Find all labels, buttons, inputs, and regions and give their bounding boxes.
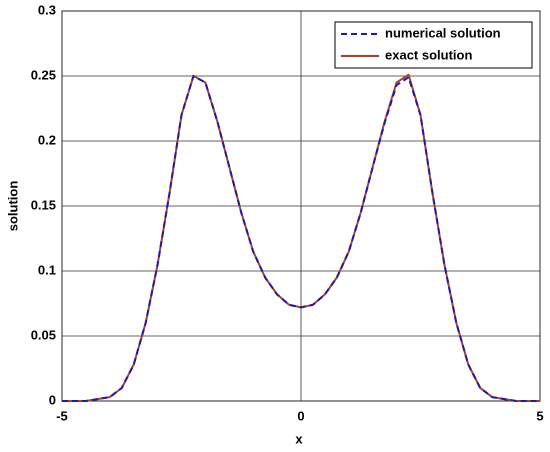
y-tick-label: 0.3 (38, 2, 56, 17)
x-axis-label: x (295, 431, 303, 446)
y-tick-label: 0.1 (38, 262, 56, 277)
y-tick-label: 0.15 (31, 197, 56, 212)
y-tick-label: 0 (49, 392, 56, 407)
series-line (62, 75, 540, 402)
x-tick-label: -5 (56, 408, 68, 423)
legend-box (334, 21, 533, 69)
y-tick-label: 0.2 (38, 132, 56, 147)
y-tick-label: 0.25 (31, 67, 56, 82)
legend-label: exact solution (385, 47, 472, 62)
x-tick-label: 5 (536, 408, 543, 423)
x-tick-label: 0 (297, 408, 304, 423)
legend-label: numerical solution (385, 25, 501, 40)
y-tick-label: 0.05 (31, 327, 56, 342)
y-axis-label: solution (5, 181, 20, 232)
